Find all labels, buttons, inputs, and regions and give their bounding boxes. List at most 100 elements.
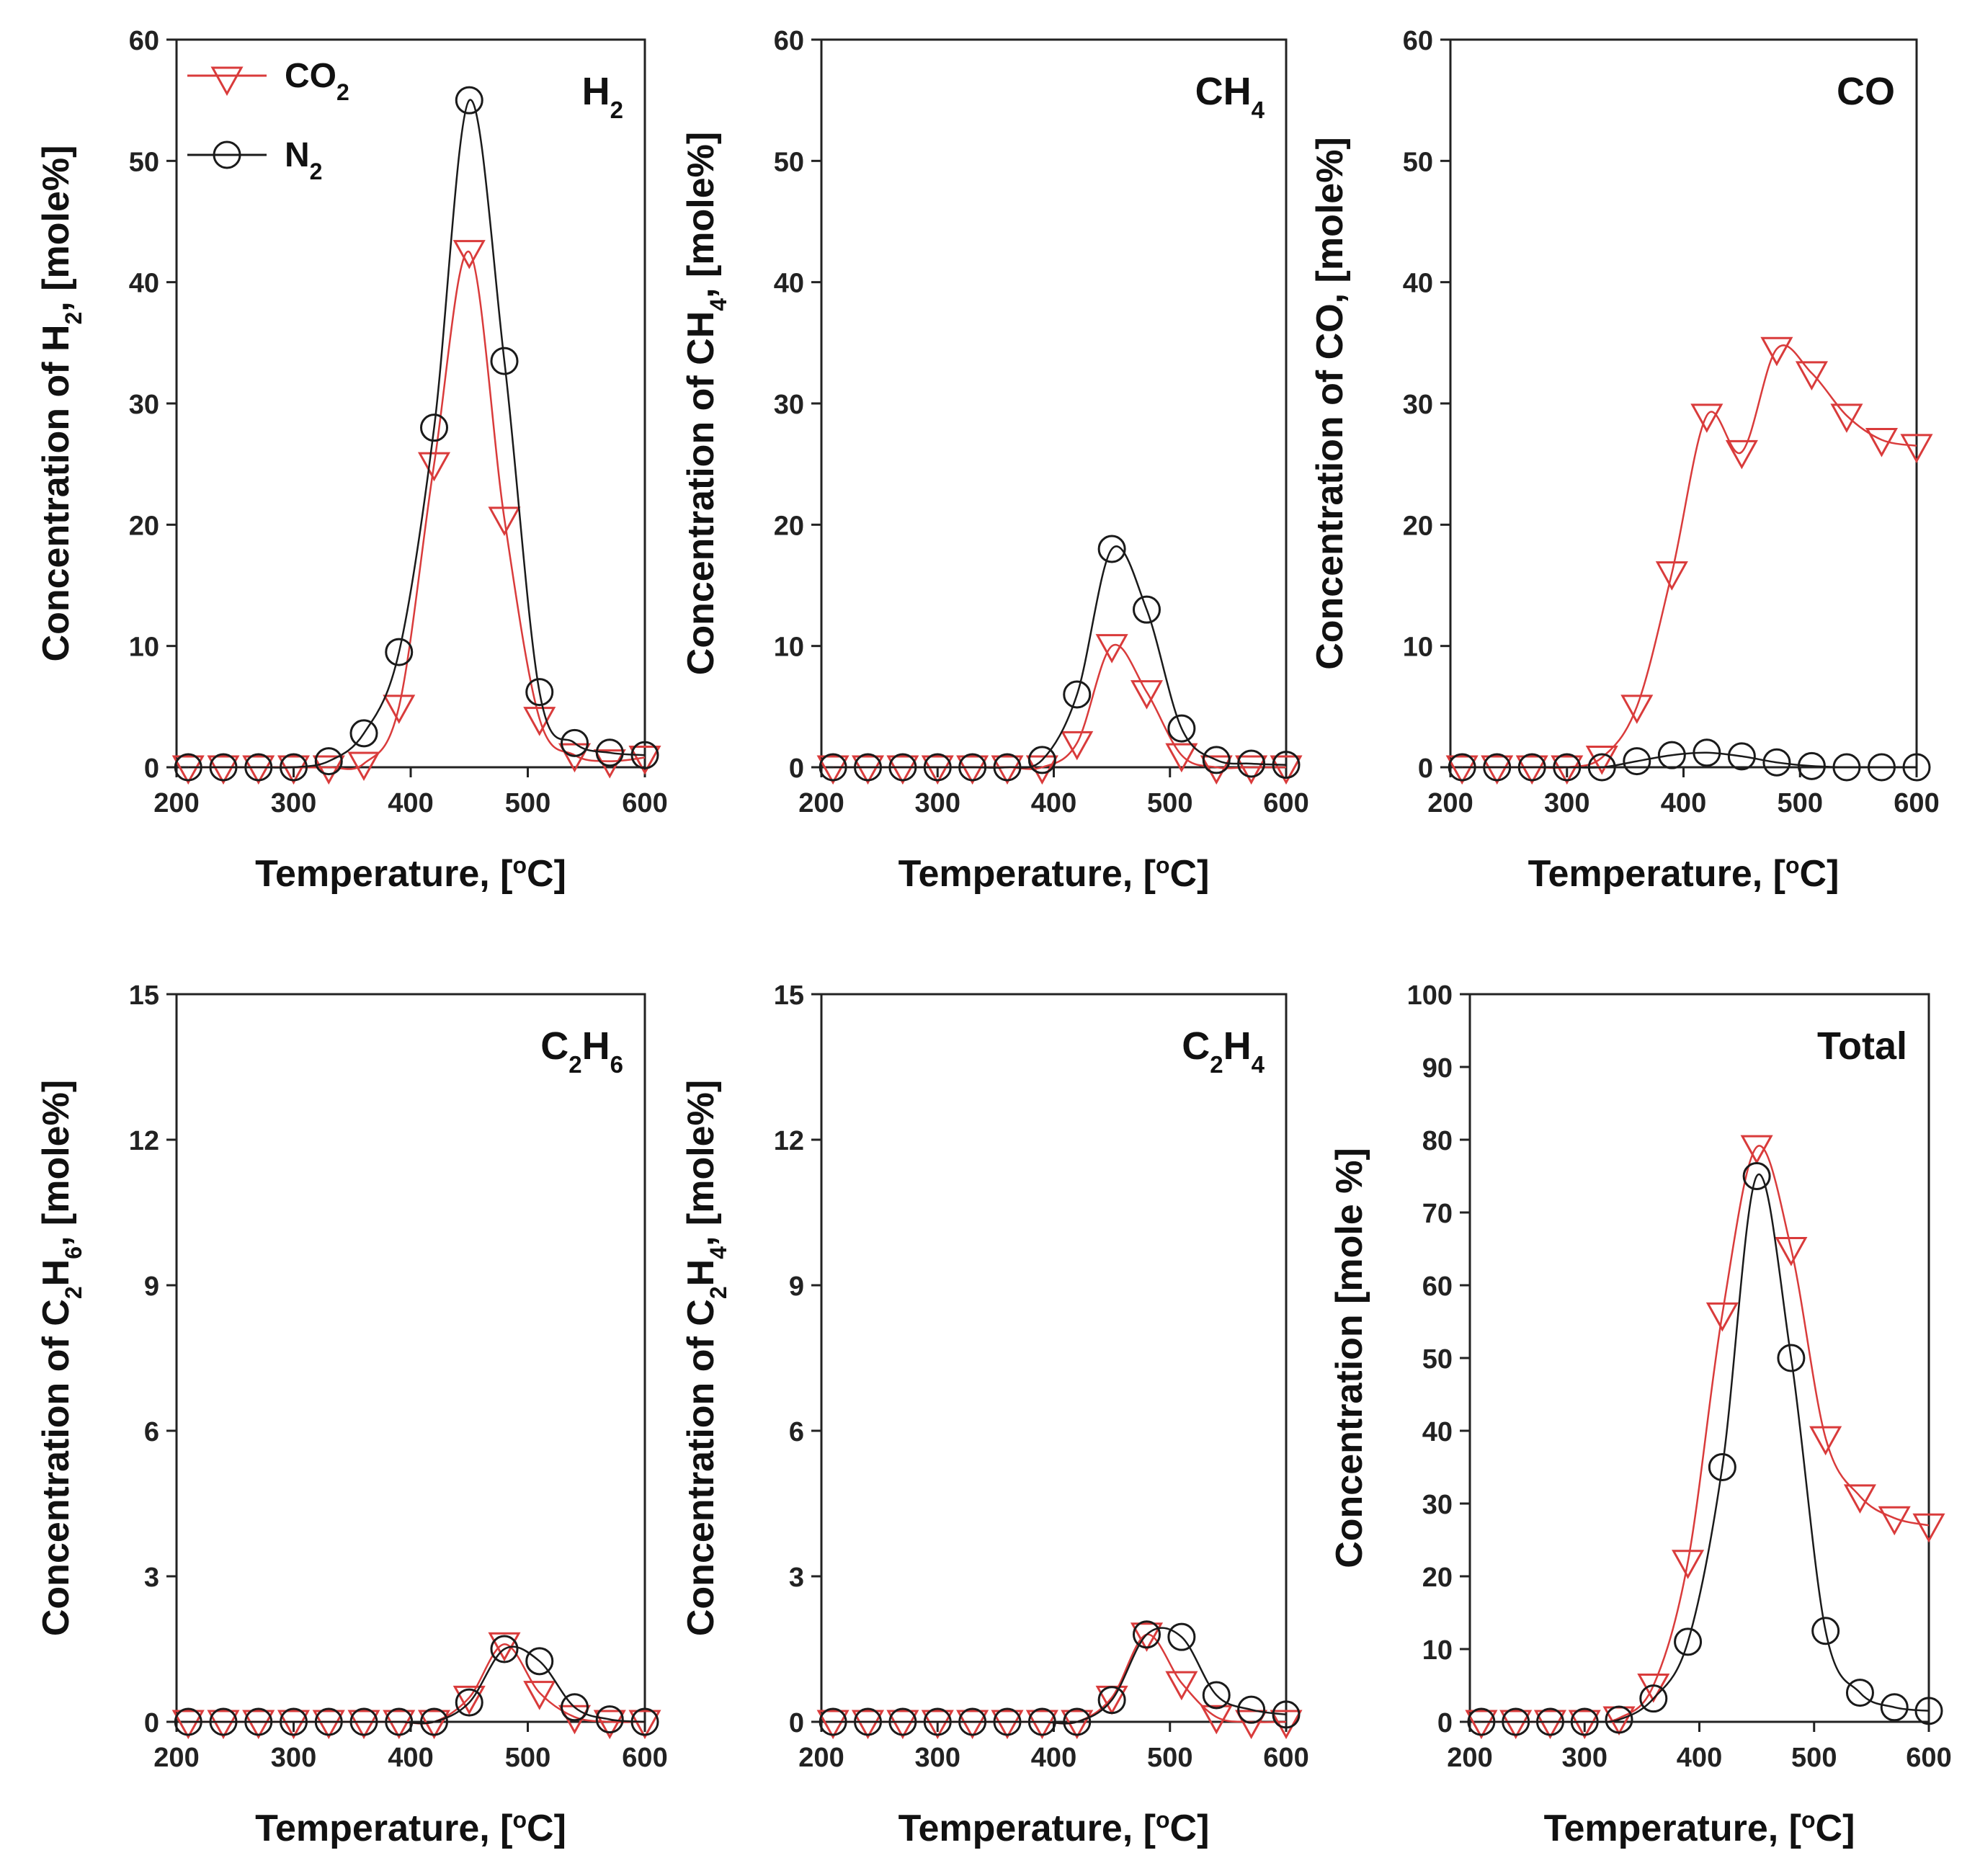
y-tick-label: 0: [144, 1708, 159, 1738]
data-point-co2: [347, 751, 380, 782]
data-point-n2: [244, 1707, 273, 1736]
x-tick-label: 200: [1447, 1743, 1492, 1773]
data-point-co2: [1843, 1484, 1876, 1514]
panel-tag-part: 2: [610, 97, 623, 123]
data-point-co2: [1809, 1426, 1842, 1456]
legend-label: N2: [285, 136, 322, 184]
data-point-co2: [277, 1710, 311, 1740]
x-axis-title-part: o: [512, 852, 527, 878]
data-point-n2: [1623, 747, 1651, 776]
data-point-co2: [593, 1710, 626, 1740]
plot-frame: [820, 38, 1288, 769]
data-point-n2: [385, 638, 414, 666]
data-point-co2: [171, 1710, 205, 1740]
data-point-n2: [280, 753, 308, 782]
data-point-co2: [1620, 694, 1654, 724]
data-point-n2: [1272, 751, 1301, 780]
data-point-n2: [1237, 1695, 1266, 1724]
data-point-co2: [312, 755, 345, 785]
data-point-co2: [277, 755, 311, 785]
data-point-co2: [1795, 361, 1828, 391]
y-axis-title-part: Concentration of CO, [mole%]: [1309, 137, 1351, 670]
data-point-n2: [1467, 1707, 1496, 1736]
data-point-n2: [1742, 1162, 1771, 1190]
y-tick-label: 30: [1422, 1490, 1453, 1520]
data-point-co2: [1200, 755, 1233, 785]
y-axis-title: Concentration of C2H6, [mole%]: [35, 1080, 86, 1636]
y-axis-title-part: , [mole%]: [35, 146, 77, 312]
data-point-n2: [595, 738, 624, 767]
y-tick-label: 9: [144, 1272, 159, 1302]
data-point-n2: [525, 1647, 554, 1676]
chart-panel-6: 0 10 20 30 40 50 60 70 80 90 100 200 300 400 500 600 Tem…: [1329, 981, 1952, 1849]
data-point-n2: [1448, 753, 1476, 782]
data-point-co2: [1585, 746, 1618, 775]
y-tick-label: 3: [789, 1563, 804, 1593]
data-point-n2: [314, 1707, 343, 1736]
data-point-n2: [1674, 1627, 1703, 1656]
data-point-n2: [1097, 1686, 1126, 1715]
panel-tag-part: C: [1182, 1024, 1210, 1068]
data-point-n2: [209, 1707, 238, 1736]
data-point-co2: [242, 755, 275, 785]
data-point-n2: [888, 753, 917, 782]
panel-tag-part: CO: [1837, 70, 1895, 113]
data-point-co2: [1235, 755, 1268, 785]
data-point-n2: [1063, 680, 1092, 709]
y-tick-label: 50: [774, 147, 804, 177]
data-point-co2: [207, 1710, 240, 1740]
legend-label-part: 2: [310, 158, 323, 184]
panel-tag-part: CH: [1195, 70, 1252, 113]
y-tick-label: 10: [1403, 633, 1433, 663]
data-point-n2: [455, 1688, 483, 1717]
y-axis-title-part: 6: [61, 1246, 86, 1259]
legend-circle-icon: [213, 140, 241, 169]
x-axis-title-part: o: [512, 1807, 527, 1833]
y-tick-label: 40: [1403, 269, 1433, 299]
x-axis-title-part: o: [1801, 1807, 1816, 1833]
y-tick-label: 10: [1422, 1635, 1453, 1666]
data-point-co2: [1465, 1710, 1498, 1740]
panel-tag-part: 4: [1252, 97, 1265, 123]
data-point-n2: [819, 753, 847, 782]
plot-frame: [820, 993, 1288, 1723]
data-point-co2: [816, 1710, 849, 1740]
y-tick-label: 12: [774, 1126, 804, 1156]
data-point-n2: [1133, 1620, 1161, 1649]
data-point-co2: [1705, 1302, 1739, 1332]
data-point-n2: [1727, 742, 1756, 771]
data-point-co2: [1533, 1710, 1567, 1740]
panel-tag: CO: [1837, 70, 1895, 113]
data-point-n2: [1027, 746, 1056, 774]
data-point-co2: [1235, 1710, 1268, 1740]
data-point-co2: [1481, 755, 1514, 785]
panel-tag: C2H4: [1182, 1024, 1265, 1078]
panel-tag-part: 6: [610, 1051, 623, 1078]
x-axis-title-part: Temperature, [: [898, 853, 1156, 895]
y-tick-label: 20: [774, 511, 804, 541]
plot-frame: [1468, 993, 1930, 1723]
data-point-n2: [923, 1707, 952, 1736]
legend: CO2 N2: [187, 57, 349, 184]
data-point-n2: [1483, 753, 1512, 782]
x-tick-label: 400: [388, 1743, 433, 1773]
data-point-co2: [1912, 1513, 1945, 1543]
y-tick-label: 40: [774, 269, 804, 299]
y-tick-label: 0: [144, 754, 159, 784]
data-point-co2: [452, 240, 486, 269]
panel-tag-part: Total: [1817, 1024, 1907, 1068]
legend-label: CO2: [285, 57, 349, 105]
y-tick-label: 20: [1403, 511, 1433, 541]
data-point-n2: [420, 1707, 448, 1736]
y-tick-label: 30: [774, 390, 804, 420]
data-point-co2: [347, 1710, 380, 1740]
chart-panel-1: 0 10 20 30 40 50 60 200 300 400 500 600 Temperature,…: [35, 26, 668, 895]
data-point-co2: [886, 1710, 919, 1740]
y-axis-title: Concentration of H2, [mole%]: [35, 146, 86, 662]
data-point-n2: [525, 678, 554, 707]
data-point-n2: [1777, 1344, 1806, 1372]
x-axis-title: Temperature, [oC]: [1528, 852, 1839, 895]
y-axis-title-part: 2: [705, 1286, 731, 1299]
data-point-co2: [851, 755, 885, 785]
data-point-co2: [1270, 755, 1303, 785]
